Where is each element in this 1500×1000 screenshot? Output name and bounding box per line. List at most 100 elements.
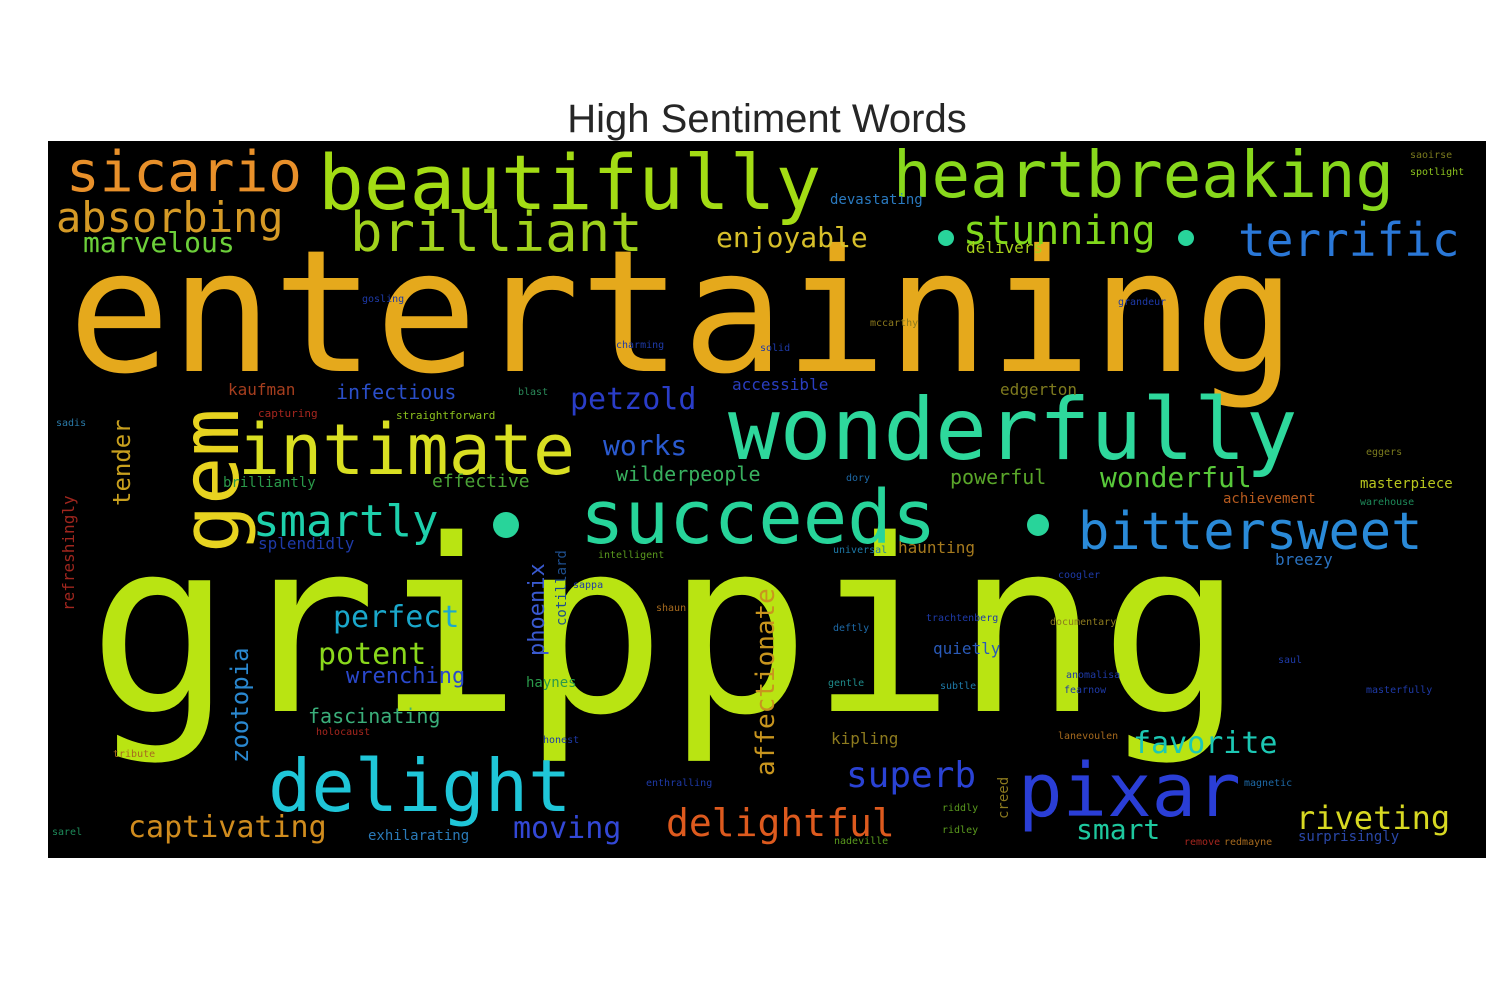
word-lanevoulen: lanevoulen [1058,731,1118,742]
word-subtle: subtle [940,681,976,692]
word-documentary: documentary [1050,617,1116,628]
word-achievement: achievement [1223,491,1316,507]
word-enthralling: enthralling [646,778,712,789]
word-mccarthy: mccarthy [870,318,918,329]
word-beautifully: beautifully [318,141,821,227]
word-anomalisa: anomalisa [1066,670,1120,681]
word-gosling: gosling [362,294,404,305]
word-stunning: stunning [963,208,1156,254]
word-delivers: delivers [966,238,1043,257]
word-cloud: gripping entertaining beautifully heartbrea… [48,141,1486,858]
word-delightful: delightful [666,801,895,845]
word-superb: superb [846,755,976,796]
word-dory: dory [846,473,870,484]
word-affectionate: affectionate [751,588,781,776]
word-fascinating: fascinating [308,704,440,728]
word-entertaining: entertaining [68,214,1296,412]
word-honest: honest [543,735,579,746]
word-grandeur: grandeur [1118,297,1166,308]
word-capturing: capturing [258,407,318,420]
word-spotlight: spotlight [1410,167,1464,178]
word-solid: solid [760,343,790,354]
word-charming: charming [616,340,664,351]
word-sicario: sicario [66,141,302,205]
word-trachtenberg: trachtenberg [926,613,998,624]
word-quietly: quietly [933,639,1001,658]
word-succeeds: succeeds [580,475,936,561]
word-straightforward: straightforward [396,409,495,422]
word-magnetic: magnetic [1244,778,1292,789]
word-sappa: sappa [573,580,603,591]
word-riddly: riddly [942,803,978,814]
word-splendidly: splendidly [258,534,355,553]
word-creed: creed [996,777,1012,819]
word-delight: delight [268,744,571,828]
word-potent: potent [318,637,426,672]
word-masterfully: masterfully [1366,685,1432,696]
word-wonderful: wonderful [1100,461,1252,494]
word-intimate: intimate [238,409,575,491]
word-riveting: riveting [1296,799,1450,837]
word-universal: universal [833,545,887,556]
word-powerful: powerful [950,465,1046,489]
word-warehouse: warehouse [1360,497,1414,508]
word-works: works [603,429,687,462]
word-holocaust: holocaust [316,727,370,738]
word-fearnow: fearnow [1064,685,1107,696]
word-gentle: gentle [828,678,864,689]
word-phoenix: phoenix [525,563,550,656]
word-sadis: sadis [56,418,86,429]
word-nadeville: nadeville [834,836,888,847]
word-brilliant: brilliant [350,201,643,264]
word-saul: saul [1278,655,1302,666]
word-absorbing: absorbing [56,193,284,242]
word-brilliantly: brilliantly [223,475,316,491]
word-terrific: terrific [1238,213,1460,267]
word-sarel: sarel [52,827,82,838]
word-perfect: perfect [333,600,459,635]
word-captivating: captivating [128,810,327,845]
word-marvelous: marvelous [83,226,235,259]
word-coogler: coogler [1058,570,1100,581]
word-kipling: kipling [831,729,898,748]
separator-dot [493,512,519,538]
word-redmayne: redmayne [1224,837,1272,848]
word-tribute: tribute [113,749,155,760]
word-zootopia: zootopia [226,647,254,763]
word-devastating: devastating [830,192,923,208]
word-eggers: eggers [1366,447,1402,458]
word-enjoyable: enjoyable [716,221,868,254]
word-deftly: deftly [833,623,869,634]
word-refreshingly: refreshingly [59,495,78,611]
word-wilderpeople: wilderpeople [616,462,761,486]
word-accessible: accessible [732,375,828,394]
word-wrenching: wrenching [346,664,465,689]
word-heartbreaking: heartbreaking [893,141,1394,213]
word-favorite: favorite [1133,726,1278,761]
word-saoirse: saoirse [1410,150,1452,161]
word-remove: remove [1184,837,1220,848]
word-infectious: infectious [336,380,456,404]
word-gem: gem [164,409,257,554]
word-blast: blast [518,387,548,398]
word-shaun: shaun [656,603,686,614]
word-pixar: pixar [1018,748,1241,834]
word-tender: tender [108,419,136,506]
word-kaufman: kaufman [228,380,295,399]
chart-title: High Sentiment Words [567,97,967,141]
separator-dot [938,230,954,246]
word-ridley: ridley [942,825,978,836]
word-edgerton: edgerton [1000,380,1077,399]
word-breezy: breezy [1275,550,1333,569]
word-moving: moving [513,811,621,846]
word-smartly: smartly [253,496,438,547]
word-haynes: haynes [526,675,577,691]
word-effective: effective [432,471,530,492]
word-masterpiece: masterpiece [1360,476,1453,492]
word-surprisingly: surprisingly [1298,829,1399,845]
word-exhilarating: exhilarating [368,828,469,844]
separator-dot [1027,514,1049,536]
word-intelligent: intelligent [598,550,664,561]
word-haunting: haunting [898,538,975,557]
